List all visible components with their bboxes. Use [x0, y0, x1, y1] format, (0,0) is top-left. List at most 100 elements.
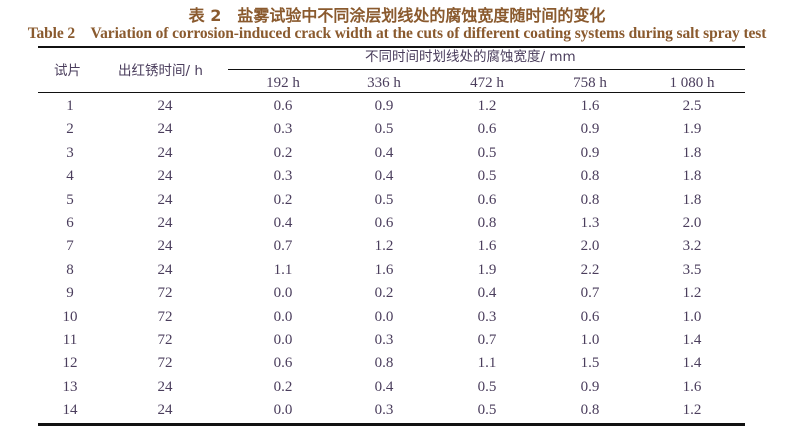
table-cell: 0.8	[477, 215, 497, 231]
table-cell: 14	[62, 402, 78, 419]
table-cell: 13	[62, 378, 78, 395]
table-cell: 24	[157, 191, 173, 208]
table-cell: 0.6	[374, 215, 394, 231]
table-cell: 1.1	[477, 355, 497, 372]
table-cell: 1.9	[477, 261, 497, 278]
table-cell: 0.5	[477, 144, 497, 161]
table-cell: 0.7	[477, 332, 497, 348]
table-cell: 0.6	[273, 355, 293, 372]
table-cell: 24	[157, 98, 173, 114]
table-cell: 9	[66, 285, 74, 302]
table-cell: 0.2	[273, 191, 293, 208]
table-cell: 4	[66, 168, 74, 185]
table-cell: 0.4	[374, 144, 394, 161]
table-cell: 0.2	[273, 144, 293, 161]
table-cell: 0.3	[273, 121, 293, 138]
table-cell: 0.0	[273, 332, 293, 348]
table-cell: 1	[66, 98, 74, 114]
caption-chinese: 表 2 盐雾试验中不同涂层划线处的腐蚀宽度随时间的变化	[188, 6, 606, 25]
table-cell: 0.2	[374, 285, 394, 302]
table-cell: 1.1	[273, 261, 293, 278]
top-rule	[38, 46, 745, 48]
table-cell: 0.6	[477, 121, 497, 138]
table-cell: 0.8	[374, 355, 394, 372]
table-cell: 72	[157, 285, 173, 302]
table-cell: 0.9	[374, 98, 394, 114]
table-cell: 1.2	[682, 402, 702, 419]
table-cell: 1.8	[682, 191, 702, 208]
table-cell: 1.3	[580, 215, 600, 231]
table-cell: 1.0	[682, 308, 702, 325]
table-cell: 0.8	[580, 168, 600, 185]
table-cell: 2	[66, 121, 74, 138]
table-cell: 0.9	[580, 378, 600, 395]
table-cell: 0.3	[273, 168, 293, 185]
table-cell: 72	[157, 332, 173, 348]
table-cell: 1.9	[682, 121, 702, 138]
header-red-rust-time: 出红锈时间/ h	[118, 63, 203, 79]
table-cell: 0.5	[477, 168, 497, 185]
table-cell: 24	[157, 238, 173, 255]
header-time: 1 080 h	[669, 75, 715, 91]
table-cell: 0.6	[580, 308, 600, 325]
table-cell: 1.4	[682, 332, 702, 348]
table-cell: 1.2	[374, 238, 394, 255]
table-cell: 0.6	[477, 191, 497, 208]
table-cell: 0.0	[374, 308, 394, 325]
table-cell: 0.3	[374, 332, 394, 348]
table-cell: 0.0	[273, 308, 293, 325]
table-cell: 0.3	[477, 308, 497, 325]
table-cell: 0.4	[374, 168, 394, 185]
table-cell: 0.5	[477, 378, 497, 395]
table-cell: 0.9	[580, 144, 600, 161]
table-cell: 3.5	[682, 261, 702, 278]
table-cell: 0.2	[273, 378, 293, 395]
table-cell: 10	[62, 308, 78, 325]
mid-rule	[38, 92, 745, 93]
table-cell: 6	[66, 215, 74, 231]
table-cell: 72	[157, 308, 173, 325]
table-cell: 24	[157, 121, 173, 138]
bottom-rule	[38, 423, 745, 426]
table-cell: 0.0	[273, 285, 293, 302]
table-cell: 24	[157, 402, 173, 419]
table-cell: 0.8	[580, 191, 600, 208]
table-cell: 0.4	[477, 285, 497, 302]
table-cell: 24	[157, 168, 173, 185]
caption-english: Table 2 Variation of corrosion-induced c…	[27, 25, 767, 42]
table-cell: 0.4	[273, 215, 293, 231]
table-cell: 5	[66, 191, 74, 208]
table-cell: 24	[157, 261, 173, 278]
table-cell: 1.5	[580, 355, 600, 372]
table-cell: 2.0	[682, 215, 702, 231]
table-cell: 1.6	[580, 98, 600, 114]
table-cell: 0.6	[273, 98, 293, 114]
table-cell: 0.5	[374, 191, 394, 208]
header-corrosion-width: 不同时间时划线处的腐蚀宽度/ mm	[365, 49, 576, 65]
table-cell: 0.3	[374, 402, 394, 419]
table-cell: 0.9	[580, 121, 600, 138]
table-cell: 0.8	[580, 402, 600, 419]
table-cell: 0.5	[374, 121, 394, 138]
table-cell: 24	[157, 215, 173, 231]
table-cell: 0.0	[273, 402, 293, 419]
table-cell: 2.2	[580, 261, 600, 278]
table-cell: 7	[66, 238, 74, 255]
table-cell: 0.7	[273, 238, 293, 255]
table-cell: 1.6	[374, 261, 394, 278]
table-cell: 1.0	[580, 332, 600, 348]
header-time: 758 h	[573, 75, 607, 91]
table-cell: 24	[157, 144, 173, 161]
table-cell: 1.6	[682, 378, 702, 395]
table-cell: 1.8	[682, 168, 702, 185]
table-cell: 24	[157, 378, 173, 395]
table-cell: 1.8	[682, 144, 702, 161]
table-cell: 3.2	[682, 238, 702, 255]
table-cell: 11	[62, 332, 78, 348]
table-cell: 12	[62, 355, 78, 372]
table-cell: 3	[66, 144, 74, 161]
table-cell: 0.5	[477, 402, 497, 419]
header-time: 336 h	[367, 75, 401, 91]
table-cell: 72	[157, 355, 173, 372]
table-cell: 2.5	[682, 98, 702, 114]
